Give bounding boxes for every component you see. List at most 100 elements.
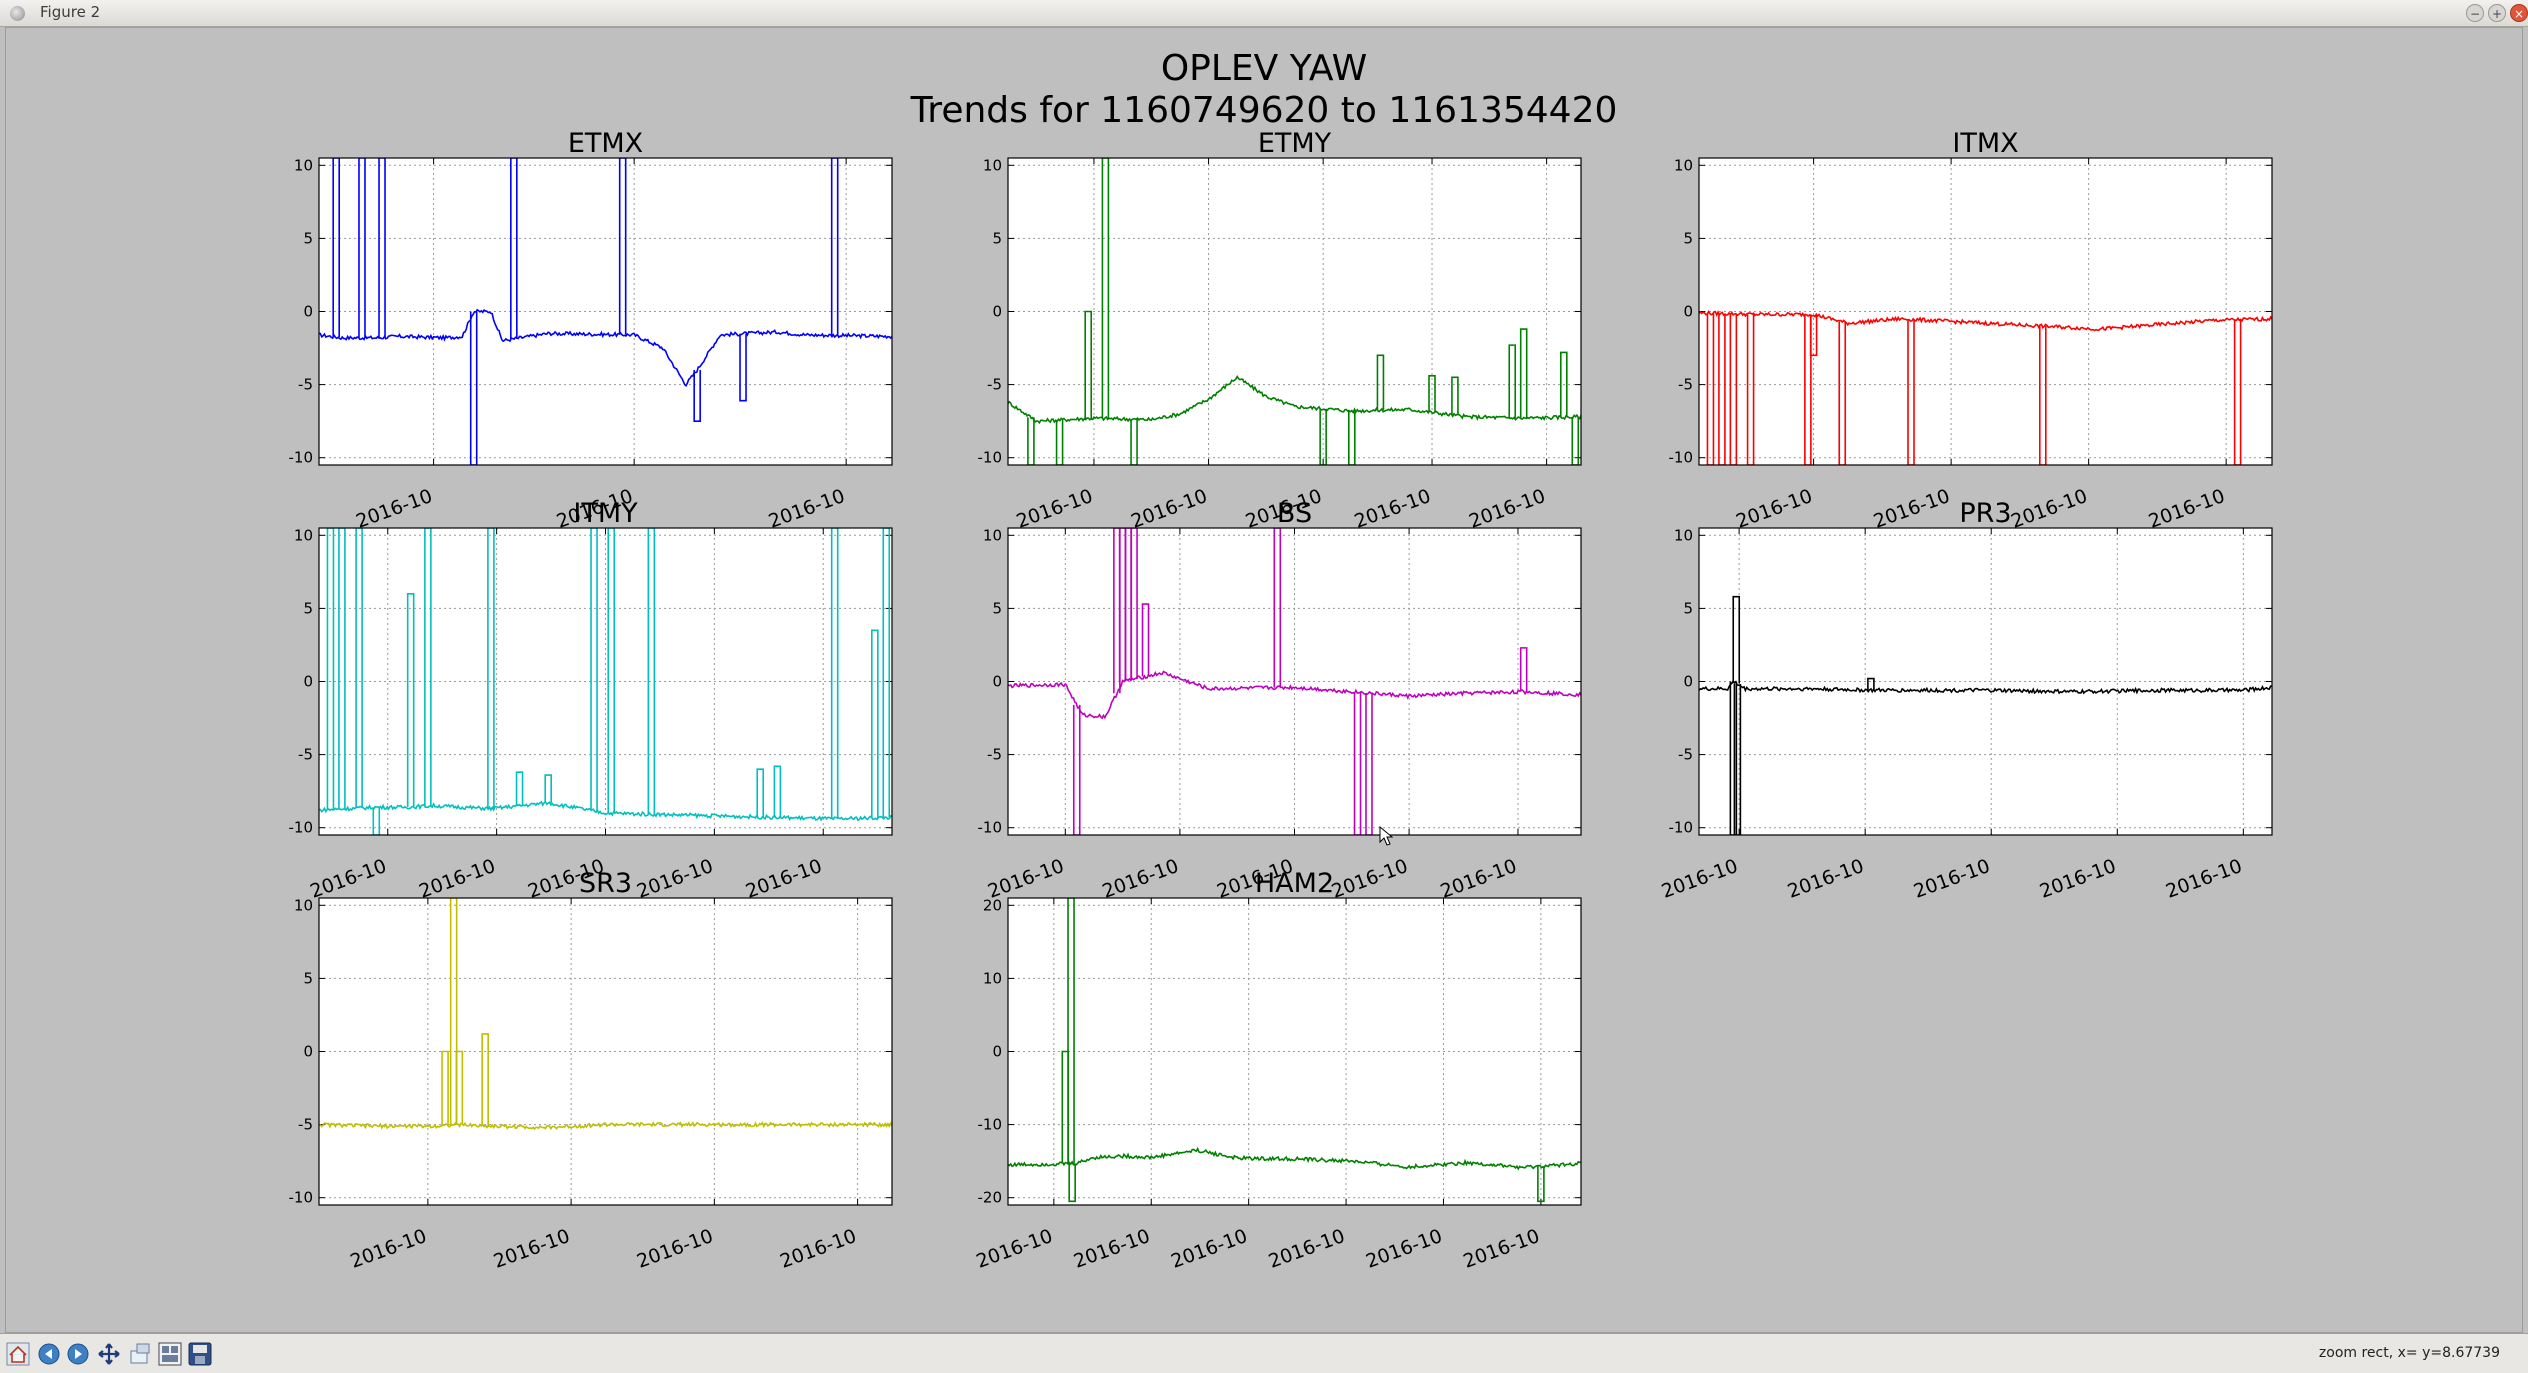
subplot-title: ITMY: [573, 498, 638, 529]
close-button[interactable]: ×: [2510, 4, 2528, 22]
series-spike: [1804, 314, 1812, 465]
window-menu-icon[interactable]: [10, 6, 25, 21]
x-tick-label: 2016-10: [1785, 855, 1867, 903]
y-tick-label: -5: [987, 746, 1002, 764]
x-tick-label: 2016-10: [1363, 1225, 1445, 1273]
y-tick-label: 10: [294, 526, 313, 544]
y-tick-label: -5: [298, 746, 313, 764]
x-tick-label: 2016-10: [2037, 855, 2119, 903]
minimize-button[interactable]: −: [2466, 4, 2484, 22]
series-spike: [1732, 595, 1741, 684]
series-line: [1008, 375, 1581, 425]
series-spike: [1428, 375, 1436, 413]
subplot-title: ITMX: [1952, 128, 2018, 159]
series-line: [1699, 309, 2272, 332]
y-tick-label: 0: [1683, 303, 1693, 321]
x-tick-label: 2016-10: [1733, 485, 1815, 533]
y-tick-label: 5: [303, 599, 313, 617]
series-spike: [1130, 528, 1138, 679]
series-group: [319, 158, 892, 465]
y-tick-label: 10: [983, 969, 1002, 987]
y-tick-label: -10: [289, 819, 314, 837]
y-tick-label: -5: [298, 1116, 313, 1134]
x-tick-label: 2016-10: [1266, 1225, 1348, 1273]
x-tick-label: 2016-10: [1352, 485, 1434, 533]
pan-icon[interactable]: [97, 1342, 121, 1366]
series-spike: [830, 158, 839, 336]
figure-svg: OPLEV YAW Trends for 1160749620 to 11613…: [289, 48, 2273, 1273]
x-tick-label: 2016-10: [1014, 485, 1096, 533]
zoom-icon[interactable]: [128, 1342, 152, 1366]
y-tick-label: -10: [1669, 449, 1694, 467]
save-icon[interactable]: [188, 1342, 212, 1366]
series-spike: [2039, 326, 2047, 465]
series-spike: [332, 158, 340, 338]
series-spike: [544, 774, 553, 803]
x-tick-label: 2016-10: [1099, 855, 1181, 903]
series-spike: [1706, 313, 1715, 465]
subplot-itmx[interactable]: 10 5 0 -5 -10 2016-10 2016-10 2016-10 2016-10 ITM…: [1669, 128, 2273, 533]
y-tick-label: -10: [289, 1189, 314, 1207]
subplot-sr3[interactable]: 10 5 0 -5 -10 2016-10 2016-10 2016-10 2016-10 SR3: [289, 868, 893, 1273]
series-spike: [1027, 417, 1035, 465]
x-tick-label: 2016-10: [2163, 855, 2245, 903]
figure-canvas[interactable]: OPLEV YAW Trends for 1160749620 to 11613…: [5, 27, 2523, 1333]
series-line: [319, 1121, 892, 1131]
y-tick-label: 5: [992, 229, 1002, 247]
series-spike: [1141, 603, 1150, 677]
series-spike: [424, 528, 432, 807]
window-titlebar: Figure 2 − + ×: [0, 0, 2528, 27]
series-group: [1008, 528, 1581, 835]
series-spike: [1319, 408, 1327, 465]
series-spike: [441, 1050, 449, 1126]
axes-frame: [1698, 157, 2273, 466]
axes-frame: [318, 527, 893, 836]
y-tick-label: 10: [294, 896, 313, 914]
subplots-icon[interactable]: [158, 1342, 182, 1366]
axes-frame: [1007, 897, 1582, 1206]
series-spike: [1101, 158, 1110, 419]
series-line: [319, 800, 892, 822]
forward-icon[interactable]: [66, 1342, 90, 1366]
back-icon[interactable]: [37, 1342, 61, 1366]
y-tick-label: 10: [983, 526, 1002, 544]
series-spike: [406, 592, 415, 807]
series-spike: [515, 771, 524, 806]
y-tick-label: 0: [303, 1043, 313, 1061]
home-icon[interactable]: [6, 1342, 30, 1366]
y-tick-label: 10: [294, 156, 313, 174]
series-spike: [1130, 419, 1138, 465]
x-tick-label: 2016-10: [491, 1225, 573, 1273]
x-tick-label: 2016-10: [1128, 485, 1210, 533]
series-spike: [1451, 376, 1459, 416]
series-spike: [338, 528, 346, 809]
series-spike: [1809, 314, 1818, 357]
x-tick-label: 2016-10: [973, 1225, 1055, 1273]
x-tick-label: 2016-10: [1168, 1225, 1250, 1273]
x-tick-label: 2016-10: [353, 485, 435, 533]
y-tick-label: 5: [303, 229, 313, 247]
x-tick-label: 2016-10: [416, 855, 498, 903]
x-tick-label: 2016-10: [347, 1225, 429, 1273]
series-spike: [1519, 328, 1528, 419]
x-tick-label: 2016-10: [1071, 1225, 1153, 1273]
x-tick-label: 2016-10: [2008, 485, 2090, 533]
series-spike: [882, 528, 891, 818]
maximize-button[interactable]: +: [2488, 4, 2506, 22]
window-title: Figure 2: [40, 3, 101, 21]
x-tick-label: 2016-10: [634, 855, 716, 903]
y-tick-label: 0: [992, 673, 1002, 691]
series-group: [319, 898, 892, 1131]
axes-frame: [1698, 527, 2273, 836]
status-readout: zoom rect, x= y=8.67739: [2318, 1345, 2500, 1361]
y-tick-label: 10: [983, 156, 1002, 174]
subplot-ham2[interactable]: 20 10 0 -10 -20 2016-10 2016-10 2016-10 2016-10 2…: [973, 868, 1582, 1273]
y-tick-label: -5: [1678, 746, 1693, 764]
y-tick-label: 10: [1674, 156, 1693, 174]
subplot-pr3[interactable]: 10 5 0 -5 -10 2016-10 2016-10 2016-10 2016-10 201…: [1659, 498, 2273, 903]
subplot-title: ETMX: [568, 128, 643, 159]
